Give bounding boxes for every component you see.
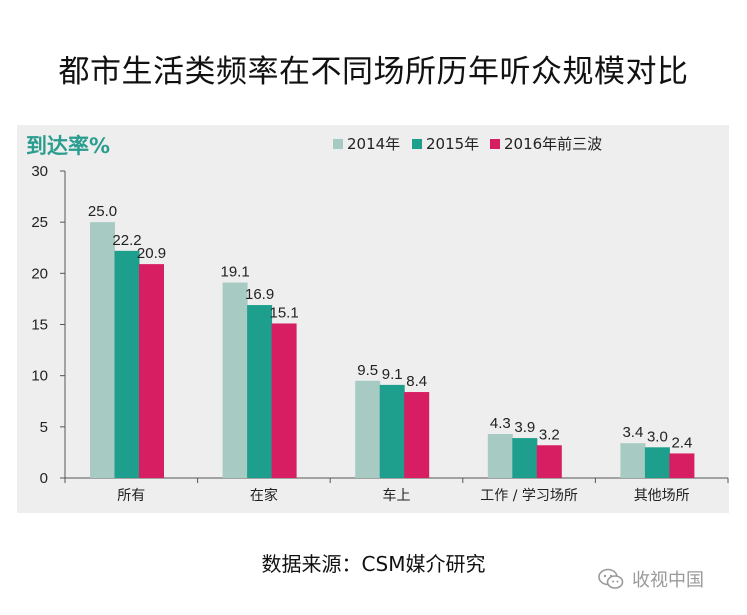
- data-label: 20.9: [137, 245, 166, 262]
- y-tick-label: 5: [40, 419, 48, 436]
- bar: [139, 264, 164, 478]
- legend-item-2015: 2015年: [412, 133, 479, 154]
- bar: [536, 445, 562, 478]
- x-tick-label: 工作 / 学习场所: [480, 488, 578, 504]
- bar: [379, 384, 405, 478]
- watermark-text: 收视中国: [632, 570, 704, 591]
- data-label: 3.9: [514, 419, 535, 436]
- bar: [512, 438, 538, 478]
- y-tick-label: 30: [31, 163, 48, 180]
- legend-label-2014: 2014年: [347, 135, 401, 153]
- bar: [669, 453, 695, 478]
- x-tick-label: 其他场所: [634, 488, 690, 504]
- wechat-icon: [598, 568, 624, 589]
- y-tick-label: 20: [31, 265, 48, 282]
- data-label: 9.1: [382, 366, 403, 383]
- legend-label-2015: 2015年: [426, 135, 480, 153]
- legend-swatch-2016: [490, 138, 500, 149]
- bar: [114, 250, 140, 478]
- data-label: 16.9: [245, 286, 274, 303]
- data-label: 4.3: [490, 415, 511, 432]
- legend-swatch-2015: [412, 138, 422, 149]
- data-label: 3.4: [622, 424, 643, 441]
- data-source-note: 数据来源：CSM媒介研究: [261, 552, 486, 576]
- x-tick-label: 车上: [383, 487, 411, 504]
- data-label: 15.1: [269, 304, 298, 321]
- x-tick-label: 所有: [117, 488, 145, 504]
- data-label: 8.4: [406, 373, 427, 390]
- data-label: 19.1: [220, 264, 249, 281]
- bar: [404, 392, 430, 478]
- legend-swatch-2014: [333, 138, 343, 149]
- data-label: 2.4: [671, 434, 692, 451]
- bar: [355, 380, 381, 478]
- data-label: 3.0: [647, 428, 668, 445]
- data-label: 3.2: [539, 426, 560, 443]
- y-tick-label: 10: [31, 368, 48, 385]
- y-tick-label: 25: [31, 214, 48, 231]
- legend-label-2016: 2016年前三波: [504, 135, 603, 153]
- bar: [644, 447, 670, 478]
- y-tick-label: 15: [31, 317, 48, 334]
- legend-item-2016: 2016年前三波: [490, 133, 602, 154]
- data-label: 25.0: [88, 203, 117, 220]
- y-tick-label: 0: [40, 470, 48, 487]
- bar: [271, 323, 297, 478]
- data-label: 9.5: [357, 362, 378, 379]
- bar: [487, 433, 513, 478]
- data-label: 22.2: [112, 232, 141, 249]
- watermark: 收视中国: [598, 566, 704, 592]
- x-tick-label: 在家: [250, 487, 278, 504]
- chart-title: 都市生活类频率在不同场所历年听众规模对比: [58, 54, 689, 90]
- bar: [247, 305, 273, 478]
- y-axis-label: 到达率%: [26, 134, 111, 158]
- legend-item-2014: 2014年: [333, 133, 400, 154]
- bar: [620, 443, 646, 478]
- bar: [222, 282, 248, 478]
- bar: [90, 222, 115, 478]
